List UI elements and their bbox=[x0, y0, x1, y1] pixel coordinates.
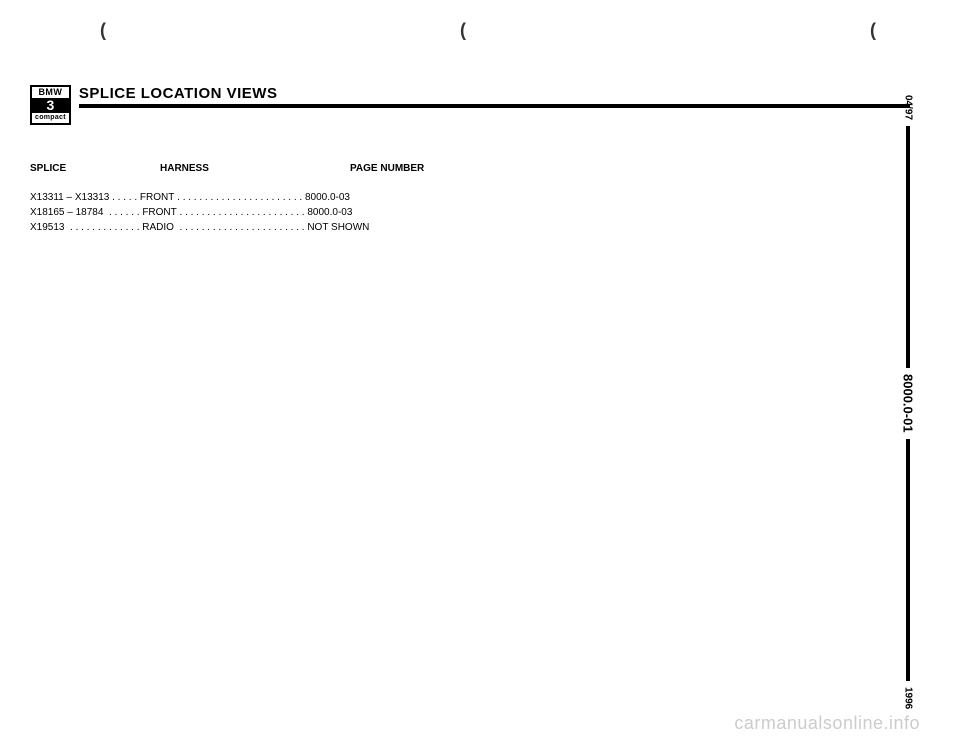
rail-page-number: 8000.0-01 bbox=[901, 374, 916, 433]
scan-mark: ( bbox=[460, 20, 466, 41]
badge-brand: BMW bbox=[35, 88, 66, 97]
cell-harness: FRONT bbox=[142, 205, 176, 220]
leader-dots: . . . . . . . . . . . . . . . . . . . . … bbox=[174, 190, 305, 205]
rail-date: 04/97 bbox=[903, 95, 914, 120]
leader-dots: . . . . . . . . . . . . . . . . . . . . … bbox=[177, 205, 308, 220]
scan-mark: ( bbox=[870, 20, 876, 41]
badge-series: 3 bbox=[32, 98, 69, 113]
right-rail: 04/97 8000.0-01 1996 bbox=[888, 95, 928, 709]
header-harness: HARNESS bbox=[160, 163, 350, 174]
cell-splice: X19513 bbox=[30, 220, 64, 235]
cell-harness: FRONT bbox=[140, 190, 174, 205]
cell-harness: RADIO bbox=[142, 220, 174, 235]
page-content: BMW 3 compact SPLICE LOCATION VIEWS SPLI… bbox=[30, 85, 910, 235]
table-row: X13311 – X13313 . . . . . FRONT . . . . … bbox=[30, 190, 910, 205]
cell-page: 8000.0-03 bbox=[307, 205, 352, 220]
header-splice: SPLICE bbox=[30, 163, 160, 174]
badge-model: compact bbox=[35, 113, 66, 123]
rail-line bbox=[906, 126, 910, 368]
leader-dots: . . . . . bbox=[109, 190, 140, 205]
cell-page: NOT SHOWN bbox=[307, 220, 369, 235]
watermark: carmanualsonline.info bbox=[734, 713, 920, 734]
table-header: SPLICE HARNESS PAGE NUMBER bbox=[30, 163, 910, 174]
cell-splice: X13311 – X13313 bbox=[30, 190, 109, 205]
table-body: X13311 – X13313 . . . . . FRONT . . . . … bbox=[30, 190, 910, 235]
section-title: SPLICE LOCATION VIEWS bbox=[79, 85, 910, 104]
rail-year: 1996 bbox=[903, 687, 914, 709]
bmw-badge: BMW 3 compact bbox=[30, 85, 71, 125]
title-block: SPLICE LOCATION VIEWS bbox=[79, 85, 910, 108]
title-rule bbox=[79, 104, 910, 108]
table-row: X18165 – 18784 . . . . . . FRONT . . . .… bbox=[30, 205, 910, 220]
leader-dots: . . . . . . . . . . . . . . . . . . . . … bbox=[174, 220, 307, 235]
cell-page: 8000.0-03 bbox=[305, 190, 350, 205]
header-page: PAGE NUMBER bbox=[350, 163, 910, 174]
rail-line bbox=[906, 439, 910, 681]
table-row: X19513 . . . . . . . . . . . . . RADIO .… bbox=[30, 220, 910, 235]
splice-table: SPLICE HARNESS PAGE NUMBER X13311 – X133… bbox=[30, 163, 910, 235]
cell-splice: X18165 – 18784 bbox=[30, 205, 103, 220]
scan-mark: ( bbox=[100, 20, 106, 41]
leader-dots: . . . . . . . . . . . . . bbox=[64, 220, 142, 235]
leader-dots: . . . . . . bbox=[103, 205, 142, 220]
header: BMW 3 compact SPLICE LOCATION VIEWS bbox=[30, 85, 910, 125]
